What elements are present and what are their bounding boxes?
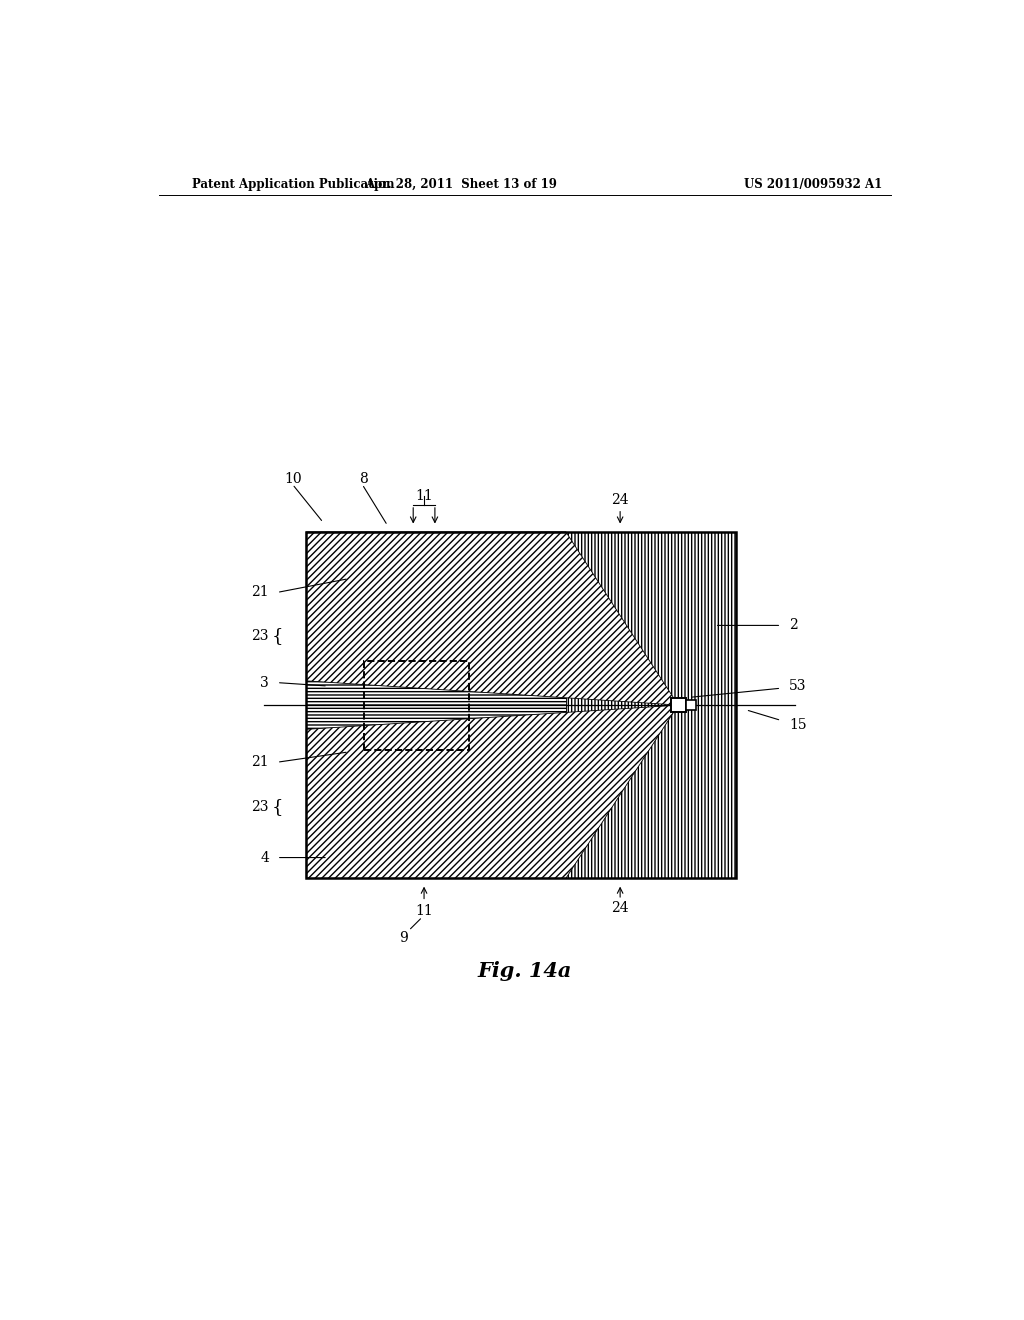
Text: Apr. 28, 2011  Sheet 13 of 19: Apr. 28, 2011 Sheet 13 of 19	[366, 178, 557, 190]
Text: 21: 21	[252, 586, 269, 599]
Text: {: {	[271, 627, 283, 644]
Text: 53: 53	[790, 678, 807, 693]
Text: 15: 15	[790, 718, 807, 733]
Polygon shape	[306, 705, 678, 878]
Text: 24: 24	[611, 900, 629, 915]
Text: 23: 23	[252, 800, 269, 814]
Bar	[306, 532, 566, 878]
Text: 9: 9	[398, 932, 408, 945]
Text: 21: 21	[252, 755, 269, 770]
Text: 4: 4	[260, 850, 269, 865]
Text: US 2011/0095932 A1: US 2011/0095932 A1	[744, 178, 883, 190]
Text: 24: 24	[611, 492, 629, 507]
Bar	[365, 661, 469, 750]
Polygon shape	[566, 532, 736, 878]
Text: 10: 10	[285, 473, 302, 487]
Bar	[671, 698, 686, 713]
Text: {: {	[271, 799, 283, 816]
Text: 23: 23	[252, 628, 269, 643]
Text: 2: 2	[790, 618, 798, 632]
Bar	[306, 532, 736, 878]
Text: 8: 8	[359, 473, 368, 487]
Text: Patent Application Publication: Patent Application Publication	[191, 178, 394, 190]
Polygon shape	[306, 532, 678, 705]
Text: Fig. 14a: Fig. 14a	[477, 961, 572, 981]
Text: 11: 11	[415, 488, 433, 503]
Text: 3: 3	[260, 676, 269, 689]
Bar	[686, 700, 695, 710]
Text: 11: 11	[415, 904, 433, 917]
